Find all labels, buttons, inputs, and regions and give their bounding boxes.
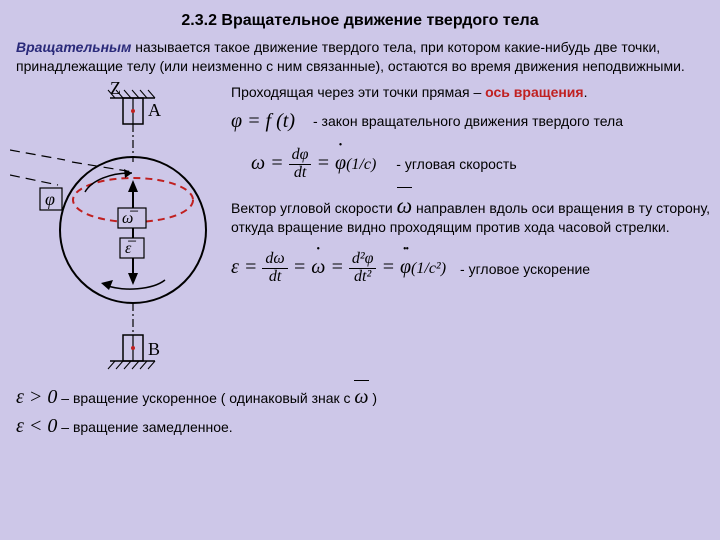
eq-phi: φ = f (t)	[231, 110, 295, 133]
eq-omega: ω = dφdt = φ(1/c)	[251, 147, 376, 182]
bottom-support	[108, 361, 155, 369]
vector-sentence: Вектор угловой скорости ω направлен вдол…	[231, 193, 710, 235]
eq-eps: ε = dωdt = ω = d²φdt² = φ(1/c²)	[231, 251, 446, 286]
point-b	[131, 346, 135, 350]
label-phi: φ	[45, 189, 55, 209]
point-a	[131, 109, 135, 113]
eps-pos-note: – вращение ускоренное ( одинаковый знак …	[61, 390, 354, 406]
omega-note: - угловая скорость	[396, 156, 516, 172]
eps-note: - угловое ускорение	[460, 261, 590, 277]
label-b: B	[148, 339, 160, 359]
label-z: Z	[110, 80, 121, 98]
definition-paragraph: Вращательным называется такое движение т…	[0, 30, 720, 76]
phi-arrow	[124, 169, 132, 178]
rotation-arc	[105, 280, 165, 289]
eq-eps-gt: ε > 0	[16, 386, 57, 408]
eps-negative-line: ε < 0 – вращение замедленное.	[16, 415, 704, 438]
vec-text-a: Вектор угловой скорости	[231, 200, 397, 216]
page-title: 2.3.2 Вращательное движение твердого тел…	[0, 0, 720, 30]
rotation-diagram: Z A	[10, 80, 225, 380]
omega-arrowhead	[128, 180, 138, 192]
eps-arrowhead	[128, 273, 138, 285]
axis-text-a: Проходящая через эти точки прямая –	[231, 84, 485, 100]
eq-eps-lt: ε < 0	[16, 415, 57, 437]
label-a: A	[148, 100, 161, 120]
axis-sentence: Проходящая через эти точки прямая – ось …	[231, 84, 710, 100]
eps-pos-close: )	[372, 390, 377, 406]
eps-positive-line: ε > 0 – вращение ускоренное ( одинаковый…	[16, 386, 704, 409]
axis-text-b: ось вращения	[485, 84, 583, 100]
eps-neg-note: – вращение замедленное.	[61, 419, 232, 435]
law-note: - закон вращательного движения твердого …	[313, 113, 623, 129]
rotation-arrow	[101, 280, 113, 290]
def-term: Вращательным	[16, 39, 135, 55]
axis-text-c: .	[584, 84, 588, 100]
